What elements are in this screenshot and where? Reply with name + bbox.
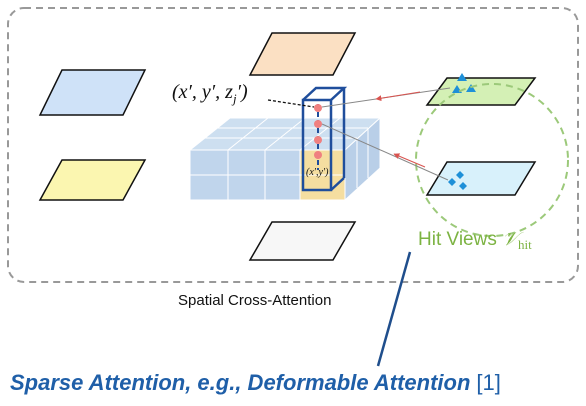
pillar — [301, 86, 348, 192]
frame — [7, 7, 579, 283]
ref-points — [314, 104, 322, 159]
view — [248, 221, 357, 261]
hit-views-label: Hit Views 𝒱hit — [418, 228, 532, 252]
view — [248, 32, 357, 76]
view — [425, 161, 537, 196]
hit-circle — [415, 83, 569, 237]
point-3d-label: (x′, y′, zj′) — [172, 81, 248, 106]
caption: Spatial Cross-Attention — [178, 292, 331, 309]
bev-grid — [188, 116, 382, 202]
view — [38, 159, 147, 201]
arrow — [375, 91, 421, 102]
point-2d-label: (x′,y′) — [306, 167, 329, 178]
pointer — [376, 251, 412, 367]
sparse-label: Sparse Attention, e.g., Deformable Atten… — [10, 370, 501, 395]
arrow — [393, 153, 426, 168]
leader — [267, 99, 315, 108]
view — [38, 69, 147, 116]
